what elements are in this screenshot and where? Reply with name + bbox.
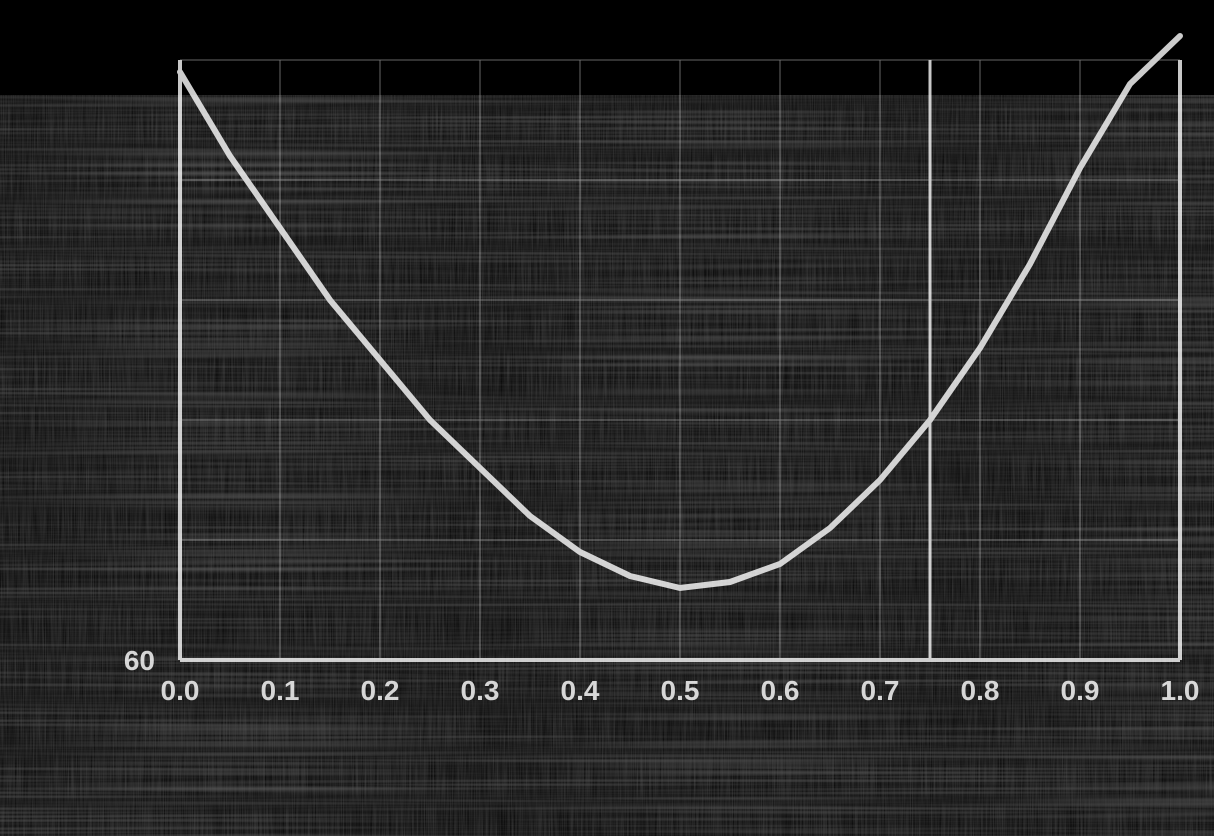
x-tick-label: 0.4 <box>561 675 600 706</box>
x-tick-label: 0.7 <box>861 675 900 706</box>
x-tick-label: 1.0 <box>1161 675 1200 706</box>
chart-bg <box>0 0 1214 836</box>
x-tick-label: 0.6 <box>761 675 800 706</box>
x-tick-label: 0.0 <box>161 675 200 706</box>
y-tick-label: 60 <box>124 645 155 676</box>
x-tick-label: 0.9 <box>1061 675 1100 706</box>
x-tick-label: 0.1 <box>261 675 300 706</box>
x-tick-label: 0.3 <box>461 675 500 706</box>
x-tick-label: 0.2 <box>361 675 400 706</box>
chart-container: 0.0 0.1 0.2 0.3 0.4 0.5 0.6 0.7 0.8 0.9 1.0 60 <box>0 0 1214 836</box>
chart-svg: 0.0 0.1 0.2 0.3 0.4 0.5 0.6 0.7 0.8 0.9 1.0 60 <box>0 0 1214 836</box>
x-tick-label: 0.5 <box>661 675 700 706</box>
x-tick-label: 0.8 <box>961 675 1000 706</box>
